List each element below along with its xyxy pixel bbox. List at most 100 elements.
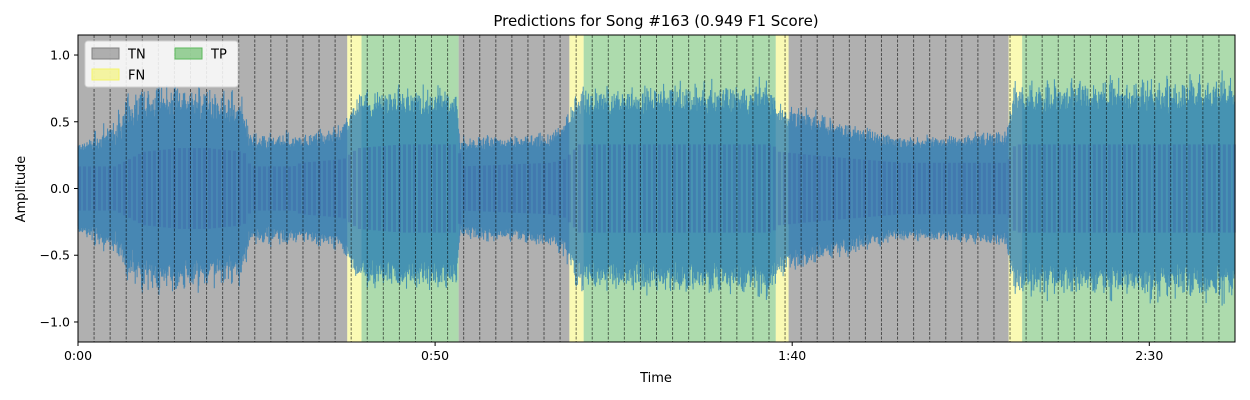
waveform-body [707, 144, 711, 233]
waveform-body [292, 166, 296, 211]
waveform-body [952, 162, 956, 215]
waveform-body [122, 161, 126, 216]
waveform-body [327, 160, 331, 217]
waveform-body [297, 163, 301, 214]
waveform-body [217, 149, 221, 228]
waveform-body [1167, 144, 1171, 233]
waveform-body [482, 165, 486, 212]
waveform-body [957, 162, 961, 215]
waveform-body [387, 145, 391, 232]
waveform-body [832, 157, 836, 220]
waveform-body [657, 144, 661, 233]
waveform-body [412, 144, 416, 233]
waveform-body [1032, 144, 1036, 233]
waveform-body [997, 162, 1001, 215]
waveform-body [392, 145, 396, 232]
waveform-body [682, 144, 686, 233]
waveform-body [207, 148, 211, 229]
waveform-body [202, 148, 206, 229]
waveform-body [1147, 144, 1151, 233]
waveform-body [242, 153, 246, 224]
waveform-body [562, 159, 566, 218]
x-axis-label: Time [639, 371, 672, 386]
waveform-body [302, 162, 306, 215]
waveform-body [632, 144, 636, 233]
waveform-body [1127, 144, 1131, 233]
waveform-body [782, 152, 786, 225]
waveform-body [752, 144, 756, 233]
waveform-body [1142, 144, 1146, 233]
waveform-body [1087, 144, 1091, 233]
waveform-body [427, 144, 431, 233]
waveform-body [937, 162, 941, 215]
waveform-body [787, 152, 791, 225]
waveform-body [677, 144, 681, 233]
waveform-body [1002, 162, 1006, 215]
waveform-body [487, 165, 491, 212]
x-tick-label: 0:50 [421, 348, 449, 363]
waveform-body [1172, 144, 1176, 233]
waveform-body [1097, 144, 1101, 233]
waveform-body [612, 144, 616, 233]
waveform-body [347, 154, 351, 223]
waveform-body [642, 144, 646, 233]
waveform-body [967, 162, 971, 215]
waveform-body [842, 157, 846, 220]
waveform-body [857, 159, 861, 218]
waveform-body [1222, 144, 1226, 233]
waveform-body [517, 164, 521, 213]
waveform-body [652, 144, 656, 233]
waveform-body [792, 153, 796, 224]
waveform-body [607, 144, 611, 233]
waveform-body [357, 148, 361, 229]
waveform-body [78, 166, 81, 211]
legend: TN TP FN [84, 40, 239, 88]
waveform-body [1122, 144, 1126, 233]
waveform-body [322, 160, 326, 217]
waveform-body [1137, 144, 1141, 233]
waveform-body [672, 144, 676, 233]
waveform-body [277, 166, 281, 211]
waveform-body [587, 144, 591, 233]
x-axis: 0:00 0:50 1:40 2:30 [64, 342, 1163, 363]
waveform-body [417, 144, 421, 233]
waveform-body [422, 144, 426, 233]
waveform [77, 70, 1236, 306]
waveform-body [722, 144, 726, 233]
waveform-body [817, 155, 821, 222]
waveform-body [962, 162, 966, 215]
waveform-body [637, 144, 641, 233]
waveform-body [222, 149, 226, 228]
waveform-body [732, 144, 736, 233]
waveform-body [1182, 144, 1186, 233]
waveform-body [977, 162, 981, 215]
waveform-body [567, 154, 571, 223]
waveform-body [282, 166, 286, 211]
waveform-body [167, 149, 171, 228]
waveform-body [442, 144, 446, 233]
waveform-body [1012, 146, 1016, 231]
y-tick-label: 0.5 [50, 114, 70, 129]
waveform-body [1202, 144, 1206, 233]
waveform-body [547, 162, 551, 215]
waveform-body [602, 144, 606, 233]
waveform-body [312, 161, 316, 216]
waveform-body [527, 163, 531, 214]
waveform-body [877, 160, 881, 217]
waveform-body [867, 160, 871, 217]
waveform-body [987, 162, 991, 215]
waveform-body [1022, 144, 1026, 233]
waveform-body [1212, 144, 1216, 233]
waveform-body [147, 151, 151, 226]
waveform-body [802, 154, 806, 223]
waveform-body [452, 144, 456, 233]
waveform-body [112, 166, 116, 211]
waveform-body [1057, 144, 1061, 233]
waveform-body [82, 166, 86, 211]
waveform-body [402, 144, 406, 233]
waveform-body [1232, 144, 1236, 233]
beat-lines [77, 35, 1236, 342]
waveform-body [537, 163, 541, 214]
waveform-body [552, 161, 556, 216]
waveform-body [462, 166, 466, 211]
